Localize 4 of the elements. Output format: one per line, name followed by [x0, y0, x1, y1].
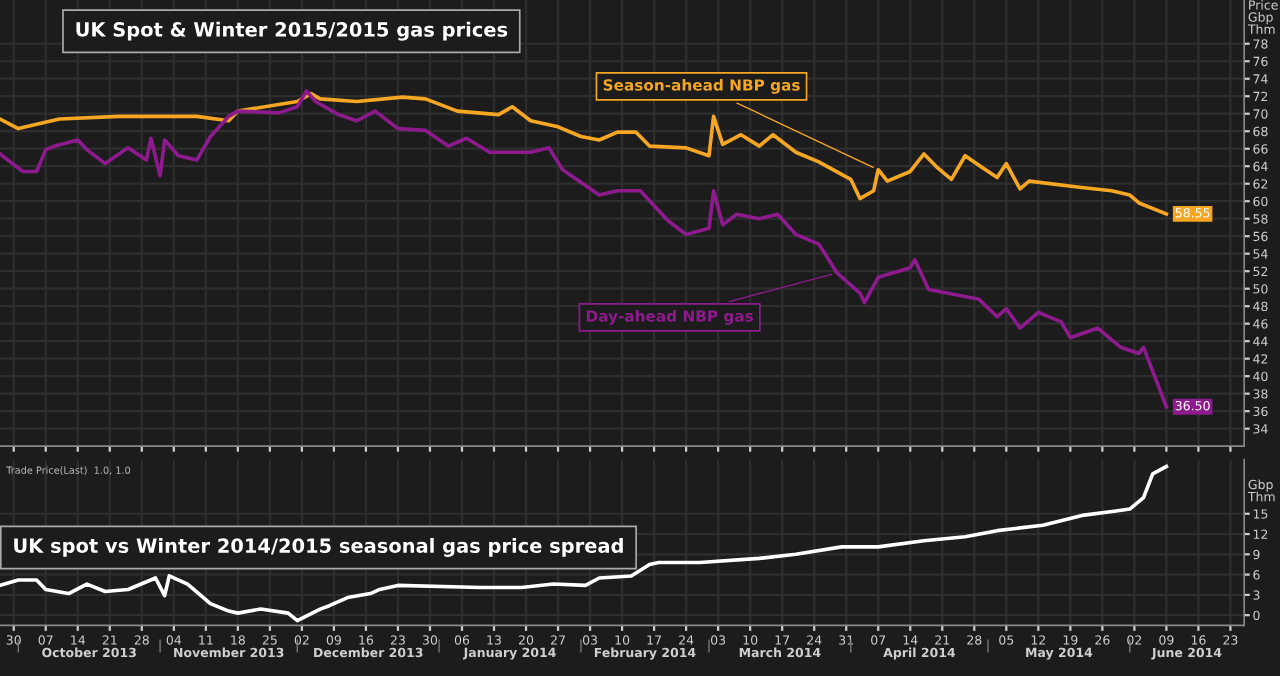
line-series [0, 464, 1169, 623]
text: UK Spot & Winter 2015/2015 gas prices [76, 21, 508, 41]
line-series [0, 91, 1169, 216]
text: UK spot vs Winter 2014/2015 seasonal gas price spread [14, 537, 623, 557]
